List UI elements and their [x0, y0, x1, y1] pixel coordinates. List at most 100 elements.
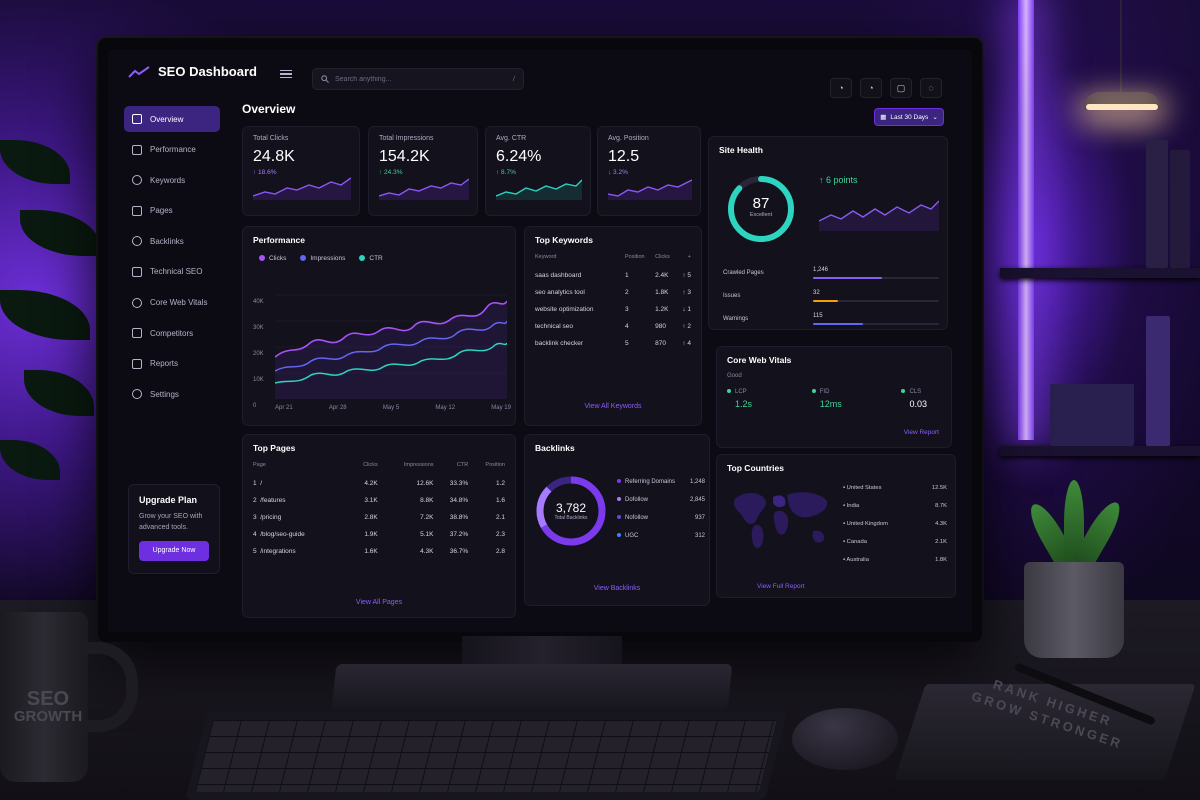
dashboard-screen: SEO Dashboard / ◔ ◔ ▢ ◌ Overview Perform…	[108, 50, 972, 632]
y-tick: 20K	[253, 351, 264, 357]
sidebar-item-pages[interactable]: Pages	[124, 198, 220, 224]
list-item[interactable]: ▪ United Kingdom 4.3K	[843, 521, 947, 527]
list-item[interactable]: Dofollow 2,845	[617, 497, 705, 515]
shelf-upper	[1000, 268, 1200, 278]
sidebar-item-performance[interactable]: Performance	[124, 137, 220, 163]
sidebar-item-label: Competitors	[150, 328, 194, 338]
sidebar-item-label: Overview	[150, 114, 184, 124]
vital-lcp[interactable]: LCP 1.2s	[727, 389, 752, 409]
kpi-card-position[interactable]: Avg. Position 12.5 ↓ 3.2%	[597, 126, 701, 216]
sidebar-item-label: Pages	[150, 206, 173, 216]
table-row[interactable]: website optimization 3 1.2K ↓ 1	[535, 306, 691, 313]
list-item[interactable]: ▪ Australia 1.8K	[843, 557, 947, 563]
list-item[interactable]: ▪ United States 12.5K	[843, 485, 947, 491]
background-plant	[0, 120, 110, 540]
table-row[interactable]: saas dashboard 1 2.4K ↑ 5	[535, 272, 691, 279]
health-row[interactable]: Crawled Pages 1,246	[723, 261, 939, 284]
health-row[interactable]: Warnings 115	[723, 307, 939, 330]
vital-cls[interactable]: CLS 0.03	[901, 389, 927, 409]
plant-pot	[1024, 562, 1124, 658]
sidebar-item-reports[interactable]: Reports	[124, 351, 220, 377]
list-item[interactable]: ▪ Canada 2.1K	[843, 539, 947, 545]
kpi-delta: ↑ 18.6%	[253, 169, 277, 176]
flag-icon: ▪	[843, 521, 847, 527]
top-keywords-card: Top Keywords Keyword Position Clicks + saas…	[524, 226, 702, 426]
sidebar-item-technical-seo[interactable]: Technical SEO	[124, 259, 220, 285]
table-header-row: Page Clicks Impressions CTR Position	[253, 462, 505, 468]
user-icon[interactable]: ◌	[920, 78, 942, 98]
table-row[interactable]: seo analytics tool 2 1.8K ↑ 3	[535, 289, 691, 296]
list-item[interactable]: ▪ India 8.7K	[843, 503, 947, 509]
sidebar-item-backlinks[interactable]: Backlinks	[124, 228, 220, 254]
table-row[interactable]: 2 /features 3.1K 8.8K 34.8% 1.6	[253, 497, 505, 504]
kpi-card-impressions[interactable]: Total Impressions 154.2K ↑ 24.3%	[368, 126, 478, 216]
date-range-select[interactable]: ▦ Last 30 Days ⌄	[874, 108, 944, 126]
upgrade-now-button[interactable]: Upgrade Now	[139, 541, 209, 561]
health-change: ↑ 6 points	[819, 175, 858, 185]
table-row[interactable]: 5 /integrations 1.6K 4.3K 36.7% 2.8	[253, 548, 505, 555]
view-report-link[interactable]: View Report	[903, 429, 939, 436]
card-title: Site Health	[719, 145, 763, 155]
gauge-icon	[132, 297, 142, 308]
performance-card: Performance Clicks Impressions CTR 40K 3…	[242, 226, 516, 426]
kpi-card-clicks[interactable]: Total Clicks 24.8K ↑ 18.6%	[242, 126, 360, 216]
backlinks-legend: Referring Domains 1,248 Dofollow 2,845 Nof…	[617, 479, 705, 551]
view-all-pages-link[interactable]: View All Pages	[355, 599, 403, 606]
table-row[interactable]: technical seo 4 980 ↑ 2	[535, 323, 691, 330]
kpi-label: Total Clicks	[253, 135, 289, 142]
menu-icon[interactable]	[280, 70, 292, 78]
x-tick: May 5	[382, 405, 400, 411]
view-all-keywords-link[interactable]: View All Keywords	[584, 403, 642, 410]
x-tick: May 12	[435, 405, 456, 411]
kpi-card-ctr[interactable]: Avg. CTR 6.24% ↑ 8.7%	[485, 126, 591, 216]
site-health-card: Site Health 87 Excellent ↑ 6 points Craw…	[708, 136, 948, 330]
series-impressions-line	[275, 320, 507, 372]
health-row-label: Crawled Pages	[723, 269, 764, 276]
table-row[interactable]: 4 /blog/seo-guide 1.9K 5.1K 37.2% 2.3	[253, 531, 505, 538]
coffee-mug	[0, 612, 88, 782]
legend-item-impressions[interactable]: Impressions	[300, 255, 345, 262]
notification-icon[interactable]: ◔	[860, 78, 882, 98]
vital-fid[interactable]: FID 12ms	[811, 389, 842, 409]
search-input[interactable]	[335, 75, 508, 83]
table-row[interactable]: backlink checker 5 870 ↑ 4	[535, 340, 691, 347]
app-logo[interactable]: SEO Dashboard	[128, 64, 257, 79]
flag-icon: ▪	[843, 557, 847, 563]
kpi-value: 154.2K	[379, 148, 430, 165]
kpi-value: 6.24%	[496, 148, 542, 165]
sidebar-item-competitors[interactable]: Competitors	[124, 320, 220, 346]
sidebar-item-core-web-vitals[interactable]: Core Web Vitals	[124, 290, 220, 316]
sidebar-item-label: Keywords	[150, 175, 186, 185]
health-row-label: Warnings	[723, 315, 749, 322]
lamp-light	[1086, 104, 1158, 110]
view-full-report-link[interactable]: View Full Report	[757, 583, 805, 590]
bell-icon[interactable]: ◔	[830, 78, 852, 98]
health-score-center: 87 Excellent	[725, 195, 797, 218]
table-row[interactable]: 3 /pricing 2.8K 7.2K 38.8% 2.1	[253, 514, 505, 521]
table-row[interactable]: 1 /4.2K 12.6K 33.3% 1.2	[253, 480, 505, 487]
legend-item-clicks[interactable]: Clicks	[259, 255, 286, 262]
list-item[interactable]: UGC 312	[617, 533, 705, 551]
legend-item-ctr[interactable]: CTR	[359, 255, 383, 262]
list-item[interactable]: Nofollow 937	[617, 515, 705, 533]
sidebar-item-overview[interactable]: Overview	[124, 106, 220, 132]
x-tick: Apr 21	[275, 405, 293, 411]
card-title: Top Keywords	[535, 235, 593, 245]
backlinks-total-label: Total Backlinks	[554, 515, 588, 521]
world-map	[733, 492, 828, 549]
health-score-label: Excellent	[749, 212, 773, 218]
view-backlinks-link[interactable]: View Backlinks	[593, 585, 641, 592]
chevron-down-icon: ⌄	[932, 114, 938, 121]
search-bar[interactable]: /	[312, 68, 524, 90]
health-row[interactable]: Issues 32	[723, 284, 939, 307]
health-row-label: Issues	[723, 292, 741, 299]
sidebar-item-keywords[interactable]: Keywords	[124, 167, 220, 193]
sidebar-item-settings[interactable]: Settings	[124, 381, 220, 407]
message-icon[interactable]: ▢	[890, 78, 912, 98]
flag-icon: ▪	[843, 539, 847, 545]
list-item[interactable]: Referring Domains 1,248	[617, 479, 705, 497]
kpi-sparkline	[252, 177, 352, 200]
mug-print: SEO GROWTH	[13, 688, 83, 725]
y-tick: 40K	[253, 299, 264, 305]
x-tick: May 19	[491, 405, 511, 411]
